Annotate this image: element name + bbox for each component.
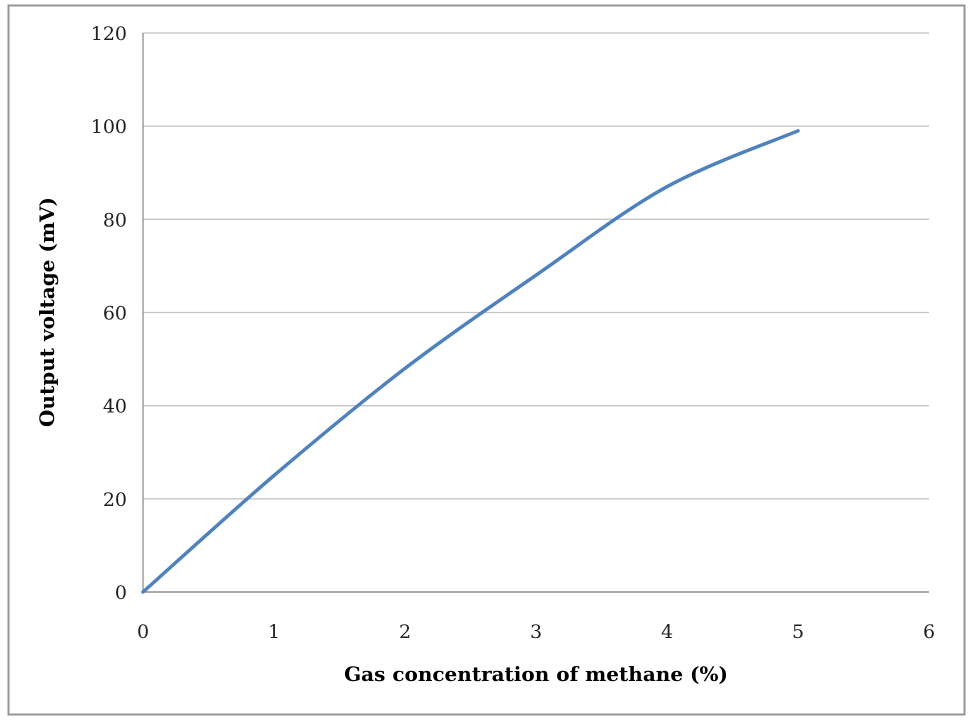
y-tick-label-120: 120	[91, 23, 127, 45]
x-tick-label-1: 1	[268, 621, 280, 643]
series-line-output-voltage	[141, 129, 800, 594]
y-tick-label-0: 0	[115, 582, 127, 604]
x-tick-label-3: 3	[530, 621, 542, 643]
chart-border	[7, 4, 966, 716]
y-tick-label-60: 60	[103, 303, 127, 325]
y-tick-label-20: 20	[103, 489, 127, 511]
x-tick-label-0: 0	[137, 621, 149, 643]
x-axis-title: Gas concentration of methane (%)	[344, 662, 728, 686]
x-tick-label-5: 5	[792, 621, 804, 643]
gridlines	[143, 32, 929, 500]
x-tick-label-4: 4	[661, 621, 673, 643]
y-axis-tick-labels: 0 20 40 60 80 100 120	[91, 23, 127, 604]
y-axis-title: Output voltage (mV)	[35, 197, 59, 427]
x-tick-label-2: 2	[399, 621, 411, 643]
x-tick-label-6: 6	[923, 621, 935, 643]
axis-lines	[142, 33, 929, 593]
y-tick-label-80: 80	[103, 209, 127, 231]
y-tick-label-40: 40	[103, 396, 127, 418]
y-tick-label-100: 100	[91, 116, 127, 138]
x-axis-tick-labels: 0 1 2 3 4 5 6	[137, 621, 935, 643]
